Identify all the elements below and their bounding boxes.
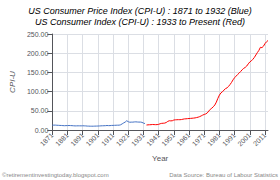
svg-text:2001: 2001 [236,131,252,147]
svg-text:Year: Year [152,154,169,163]
svg-text:1931: 1931 [130,131,146,147]
svg-text:1991: 1991 [221,131,237,147]
svg-text:US Consumer Index (CPI-U) : 19: US Consumer Index (CPI-U) : 1933 to Pres… [35,17,245,27]
svg-text:©retirementinvestingtoday.blog: ©retirementinvestingtoday.blogspot.com [2,172,109,178]
svg-text:2011: 2011 [252,131,268,147]
svg-text:1881: 1881 [54,131,70,147]
svg-text:50.00: 50.00 [31,107,49,114]
svg-text:150.00: 150.00 [27,69,49,76]
svg-text:1951: 1951 [160,131,176,147]
svg-text:100.00: 100.00 [27,88,49,95]
svg-text:250.00: 250.00 [27,31,49,38]
svg-text:1891: 1891 [69,131,85,147]
svg-text:1871: 1871 [39,131,55,147]
svg-text:Data Source: Bureau of Labour: Data Source: Bureau of Labour Statistics [169,172,278,178]
svg-text:1911: 1911 [100,131,116,147]
svg-text:1921: 1921 [115,131,131,147]
svg-text:1901: 1901 [84,131,100,147]
svg-text:0.00: 0.00 [35,127,49,134]
svg-text:1961: 1961 [176,131,192,147]
svg-text:1981: 1981 [206,131,222,147]
svg-text:1971: 1971 [191,131,207,147]
svg-text:US Consumer Price Index (CPI-U: US Consumer Price Index (CPI-U) : 1871 t… [28,6,252,16]
svg-text:200.00: 200.00 [27,50,49,57]
svg-text:CPI-U: CPI-U [8,71,17,93]
svg-text:1941: 1941 [145,131,161,147]
